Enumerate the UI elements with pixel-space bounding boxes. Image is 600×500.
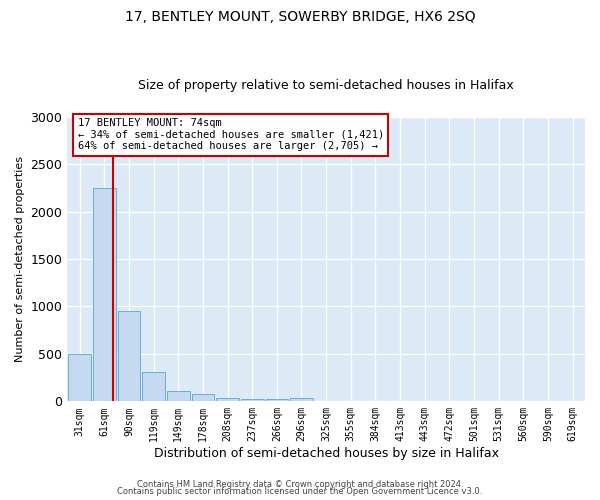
Bar (241, 400, 263, 402)
Y-axis label: Number of semi-detached properties: Number of semi-detached properties (15, 156, 25, 362)
Text: 17 BENTLEY MOUNT: 74sqm
← 34% of semi-detached houses are smaller (1,421)
64% of: 17 BENTLEY MOUNT: 74sqm ← 34% of semi-de… (77, 118, 384, 152)
Bar (93, 188, 116, 402)
Text: Contains public sector information licensed under the Open Government Licence v3: Contains public sector information licen… (118, 487, 482, 496)
Bar (290, 398, 313, 402)
Bar (142, 372, 165, 402)
Bar (118, 311, 140, 402)
Bar (167, 391, 190, 402)
Bar (68, 354, 91, 402)
Title: Size of property relative to semi-detached houses in Halifax: Size of property relative to semi-detach… (138, 79, 514, 92)
Bar (265, 400, 288, 402)
Text: 17, BENTLEY MOUNT, SOWERBY BRIDGE, HX6 2SQ: 17, BENTLEY MOUNT, SOWERBY BRIDGE, HX6 2… (125, 10, 475, 24)
X-axis label: Distribution of semi-detached houses by size in Halifax: Distribution of semi-detached houses by … (154, 447, 499, 460)
Bar (191, 394, 214, 402)
Text: Contains HM Land Registry data © Crown copyright and database right 2024.: Contains HM Land Registry data © Crown c… (137, 480, 463, 489)
Bar (216, 398, 239, 402)
